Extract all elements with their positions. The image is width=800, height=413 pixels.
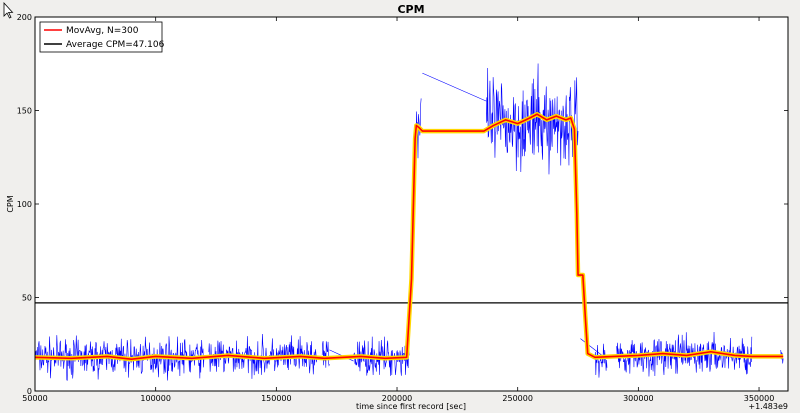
y-axis-label: CPM xyxy=(6,195,15,212)
legend-box xyxy=(39,21,163,53)
moving-average-line xyxy=(34,113,784,361)
x-tick-label: 350000 xyxy=(744,394,775,403)
y-tick-label: 50 xyxy=(22,294,32,303)
y-axis: 0 50 100 150 200 xyxy=(17,13,788,396)
x-tick-label: 250000 xyxy=(502,394,533,403)
x-axis-label: time since first record [sec] xyxy=(356,402,466,411)
chart-title: CPM xyxy=(397,3,424,16)
moving-average-series xyxy=(34,111,784,362)
y-tick-label: 100 xyxy=(17,200,32,209)
raw-data-segment-1 xyxy=(34,335,205,381)
y-tick-label: 200 xyxy=(17,13,32,22)
cursor-arrow-icon xyxy=(3,1,14,19)
x-tick-label: 50000 xyxy=(22,394,47,403)
y-tick-label: 0 xyxy=(27,387,32,396)
y-tick-label: 150 xyxy=(17,107,32,116)
x-tick-label: 100000 xyxy=(140,394,171,403)
legend: MovAvg, N=300 Average CPM=47.106 xyxy=(39,21,165,53)
raw-data-connector-1 xyxy=(422,72,487,102)
raw-data-connector-3 xyxy=(580,338,605,358)
x-tick-label: 150000 xyxy=(261,394,292,403)
legend-label-moving-average: MovAvg, N=300 xyxy=(66,26,139,36)
x-axis: 50000 100000 150000 200000 250000 300000 35000… xyxy=(22,17,774,403)
x-axis-offset-label: +1.483e9 xyxy=(748,402,788,411)
legend-label-average: Average CPM=47.106 xyxy=(66,40,165,50)
x-tick-label: 300000 xyxy=(623,394,654,403)
raw-data-segment-4 xyxy=(353,336,410,376)
x-tick-label: 200000 xyxy=(382,394,413,403)
raw-data-segment-2 xyxy=(208,334,318,379)
